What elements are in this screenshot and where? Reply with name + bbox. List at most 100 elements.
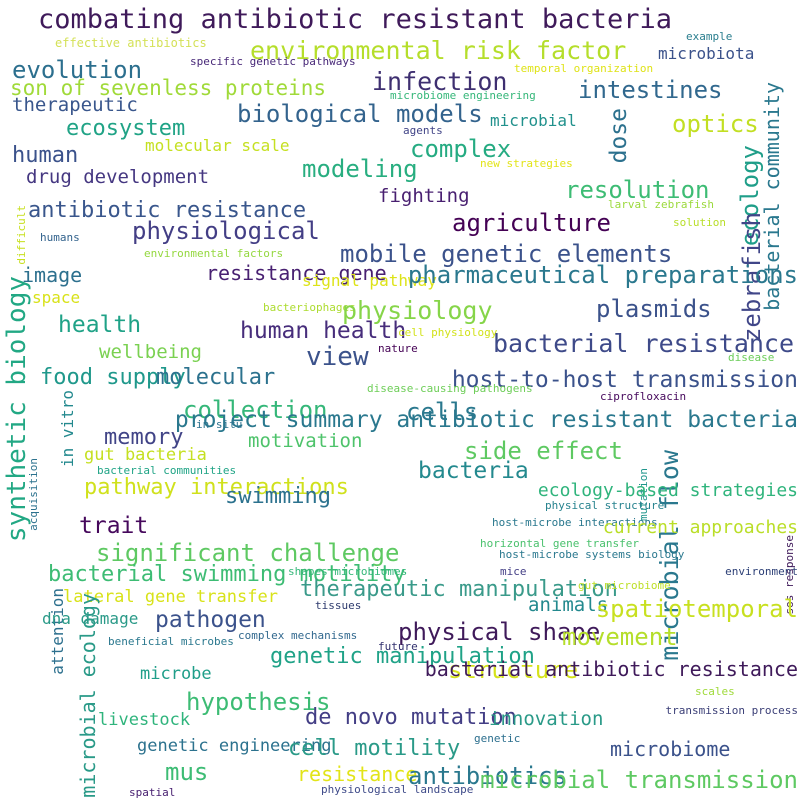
cloud-word: cell physiology xyxy=(398,326,498,339)
cloud-word: complex mechanisms xyxy=(238,629,358,642)
cloud-word: bacterial antibiotic resistance xyxy=(424,657,798,681)
cloud-word: host-microbe systems biology xyxy=(499,548,685,561)
cloud-word: genetic engineering xyxy=(137,736,332,756)
cloud-word: bacteria xyxy=(418,458,529,484)
cloud-word: optics xyxy=(672,110,759,138)
cloud-word: in situ xyxy=(196,418,243,431)
cloud-word: hypothesis xyxy=(186,688,331,716)
cloud-word: nature xyxy=(378,342,418,355)
cloud-word: movement xyxy=(562,623,678,651)
cloud-word: disease-causing pathogens xyxy=(367,382,533,395)
cloud-word: image xyxy=(22,263,83,287)
cloud-word: complex xyxy=(410,135,512,163)
cloud-word: acquisition xyxy=(27,458,40,531)
cloud-word: son of sevenless proteins xyxy=(10,76,327,100)
cloud-word: space xyxy=(32,288,81,307)
cloud-word: beneficial microbes xyxy=(108,635,234,648)
cloud-word: mice xyxy=(500,565,527,578)
cloud-word: significant challenge xyxy=(96,539,400,567)
cloud-word: gut microbiome xyxy=(578,579,671,592)
cloud-word: microbiota xyxy=(658,44,755,63)
cloud-word: dna damage xyxy=(42,609,139,628)
cloud-word: microbiome xyxy=(610,737,731,761)
cloud-word: difficult xyxy=(15,205,28,265)
cloud-word: host-microbe interactions xyxy=(492,516,658,529)
cloud-word: drug development xyxy=(26,166,210,188)
cloud-word: genetic manipulation xyxy=(270,644,535,669)
cloud-word: agents xyxy=(403,124,443,137)
cloud-word: plasmids xyxy=(596,295,712,323)
cloud-word: attention xyxy=(48,588,67,675)
cloud-word: combating antibiotic resistant bacteria xyxy=(38,4,672,35)
cloud-word: animals xyxy=(528,594,609,616)
cloud-word: side effect xyxy=(464,437,623,465)
cloud-word: therapeutic manipulation xyxy=(300,577,618,602)
cloud-word: example xyxy=(686,30,733,43)
cloud-word: antibiotics xyxy=(408,762,567,790)
cloud-word: antibiotic resistance xyxy=(28,198,307,223)
cloud-word: collection xyxy=(183,396,328,424)
cloud-word: bacterial resistance xyxy=(493,329,795,358)
cloud-word: human xyxy=(12,143,79,168)
cloud-word: swimming xyxy=(225,484,331,509)
cloud-word: dose xyxy=(606,108,632,164)
cloud-word: resolution xyxy=(565,176,710,204)
cloud-word: evolution xyxy=(12,56,143,84)
cloud-word: human health xyxy=(240,318,407,344)
cloud-word: lateral gene transfer xyxy=(63,587,278,607)
cloud-word: wellbeing xyxy=(99,341,202,363)
cloud-word: mobile genetic elements xyxy=(340,240,673,268)
cloud-word: temporal organization xyxy=(514,62,654,75)
cloud-word: spatiotemporal xyxy=(595,595,798,623)
cloud-word: effective antibiotics xyxy=(55,36,207,50)
cloud-word: transmission process xyxy=(665,704,798,717)
cloud-word: tissues xyxy=(315,599,362,612)
cloud-word: pharmaceutical preparations xyxy=(407,261,798,289)
cloud-word: therapeutic xyxy=(12,94,138,116)
cloud-word: gut bacteria xyxy=(84,445,207,465)
cloud-word: biological models xyxy=(237,100,483,128)
cloud-word: trait xyxy=(79,513,149,539)
cloud-word: new strategies xyxy=(480,157,573,170)
cloud-word: molecular scale xyxy=(145,136,290,155)
cloud-word: physical shape xyxy=(398,618,601,646)
cloud-word: cell motility xyxy=(288,736,461,761)
cloud-word: infection xyxy=(372,67,508,96)
cloud-word: genetic xyxy=(474,732,521,745)
cloud-word: bacteriophages xyxy=(263,301,356,314)
cloud-word: fighting xyxy=(378,185,470,207)
cloud-word: modeling xyxy=(302,155,418,183)
cloud-word: physiology xyxy=(342,296,493,325)
cloud-word: microbial xyxy=(490,111,577,130)
cloud-word: host-to-host transmission xyxy=(451,367,798,393)
cloud-word: environmental factors xyxy=(144,247,284,260)
cloud-word: bacterial swimming motility xyxy=(48,562,406,587)
cloud-word: livestock xyxy=(98,710,191,730)
cloud-word: ciprofloxacin xyxy=(600,390,687,403)
cloud-word: pathway interactions xyxy=(84,475,349,500)
cloud-word: disease xyxy=(728,351,775,364)
cloud-word: shapes microbiomes xyxy=(288,565,408,578)
cloud-word: humans xyxy=(40,231,80,244)
cloud-word: microbiome engineering xyxy=(390,89,536,102)
cloud-word: horizontal gene transfer xyxy=(480,537,639,550)
cloud-word: agriculture xyxy=(452,209,611,237)
cloud-word: current approaches xyxy=(602,517,798,538)
cloud-word: mus xyxy=(165,758,209,786)
cloud-word: solution xyxy=(673,216,726,229)
cloud-word: future xyxy=(378,640,418,653)
cloud-word: food supply xyxy=(40,365,186,390)
cloud-word: larval zebrafish xyxy=(608,198,714,211)
cloud-word: health xyxy=(58,312,142,338)
cloud-word: environmental risk factor xyxy=(250,36,627,65)
cloud-word: view xyxy=(306,342,369,372)
cloud-word: environment xyxy=(725,565,798,578)
cloud-word: resistance gene xyxy=(206,261,387,285)
cloud-word: motivation xyxy=(248,430,363,452)
cloud-word: microbial ecology xyxy=(76,593,100,798)
cloud-word: microbe xyxy=(140,664,212,684)
cloud-word: de novo mutation xyxy=(305,705,517,730)
cloud-word: bacterial communities xyxy=(97,464,237,477)
cloud-word: microbial transmission xyxy=(480,766,798,794)
